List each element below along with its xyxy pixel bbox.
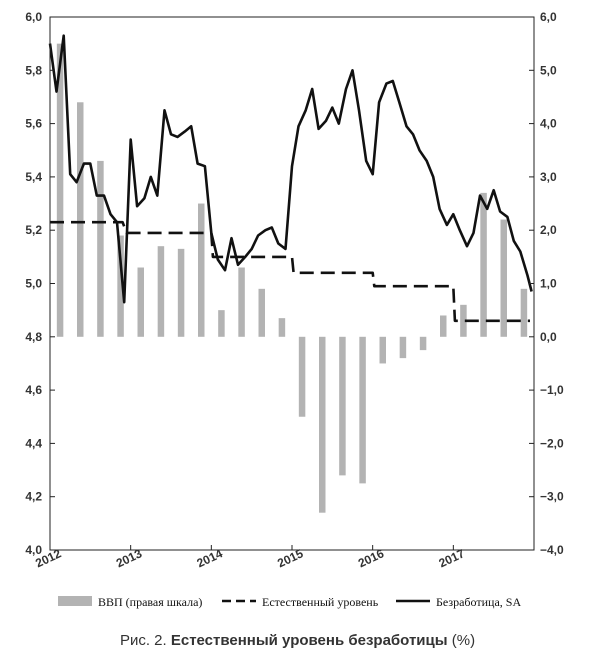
left-tick-label: 4,6 — [25, 383, 42, 397]
legend-swatch-bar — [58, 596, 92, 606]
left-tick-label: 4,0 — [25, 543, 42, 557]
gdp-bar — [198, 203, 205, 337]
gdp-bar — [339, 336, 346, 476]
right-tick-label: −2,0 — [540, 436, 564, 450]
left-axis-ticks: 4,0 4,2 4,4 4,6 4,8 5,0 5,2 5,4 5,6 5,8 6,0 — [25, 10, 55, 557]
right-tick-label: 1,0 — [540, 277, 557, 291]
natural-rate-line — [50, 220, 530, 323]
right-tick-label: 2,0 — [540, 223, 557, 237]
right-tick-label: 3,0 — [540, 170, 557, 184]
gdp-bar — [460, 304, 467, 337]
gdp-bar — [500, 219, 507, 337]
gdp-bar — [177, 248, 185, 337]
caption-prefix: Рис. 2. — [119, 632, 167, 649]
left-tick-label: 5,2 — [25, 223, 42, 237]
right-axis-ticks: −4,0 −3,0 −2,0 −1,0 0,0 1,0 2,0 3,0 4,0 5,0 6,0 — [529, 10, 564, 557]
gdp-bar — [238, 267, 245, 337]
legend-label: Безработица, SA — [436, 595, 521, 609]
figure-caption: Рис. 2. Естественный уровень безработицы… — [0, 632, 595, 649]
gdp-bar — [56, 43, 64, 337]
left-tick-label: 5,4 — [25, 170, 42, 184]
right-tick-label: −1,0 — [540, 383, 564, 397]
caption-suffix: (%) — [451, 632, 476, 649]
gdp-bar — [258, 288, 265, 337]
gdp-bar — [218, 310, 225, 337]
unemployment-line — [48, 34, 533, 304]
gdp-bar — [419, 336, 427, 351]
chart-lines — [48, 34, 533, 323]
gdp-bar — [117, 235, 124, 337]
x-axis-ticks: 2012 2013 2014 2015 2016 2017 — [33, 545, 467, 570]
gdp-bar — [77, 102, 84, 337]
legend-label: ВВП (правая шкала) — [98, 595, 202, 609]
gdp-bars — [56, 43, 528, 513]
right-tick-label: −4,0 — [540, 543, 564, 557]
right-tick-label: 0,0 — [540, 330, 557, 344]
caption-title: Естественный уровень безработицы — [170, 632, 448, 649]
left-tick-label: 4,8 — [25, 330, 42, 344]
gdp-bar — [379, 336, 386, 364]
left-tick-label: 5,6 — [25, 117, 42, 131]
gdp-bar — [319, 336, 326, 513]
gdp-bar — [97, 160, 104, 337]
right-tick-label: 5,0 — [540, 63, 557, 77]
left-tick-label: 4,4 — [25, 436, 42, 450]
chart: 4,0 4,2 4,4 4,6 4,8 5,0 5,2 5,4 5,6 5,8 6,0 −4,0 −3… — [25, 10, 564, 609]
legend: ВВП (правая шкала) Естественный уровень Бе… — [58, 595, 521, 609]
left-tick-label: 6,0 — [25, 10, 42, 24]
gdp-bar — [480, 192, 487, 337]
gdp-bar — [157, 246, 165, 337]
left-tick-label: 4,2 — [25, 490, 42, 504]
gdp-bar — [278, 318, 286, 337]
right-tick-label: 4,0 — [540, 117, 557, 131]
gdp-bar — [520, 288, 528, 337]
gdp-bar — [359, 336, 366, 484]
legend-label: Естественный уровень — [262, 595, 379, 609]
gdp-bar — [137, 267, 144, 337]
gdp-bar — [399, 336, 407, 359]
right-tick-label: 6,0 — [540, 10, 557, 24]
left-tick-label: 5,8 — [25, 63, 42, 77]
gdp-bar — [298, 336, 306, 417]
right-tick-label: −3,0 — [540, 490, 564, 504]
left-tick-label: 5,0 — [25, 277, 42, 291]
gdp-bar — [440, 315, 447, 337]
